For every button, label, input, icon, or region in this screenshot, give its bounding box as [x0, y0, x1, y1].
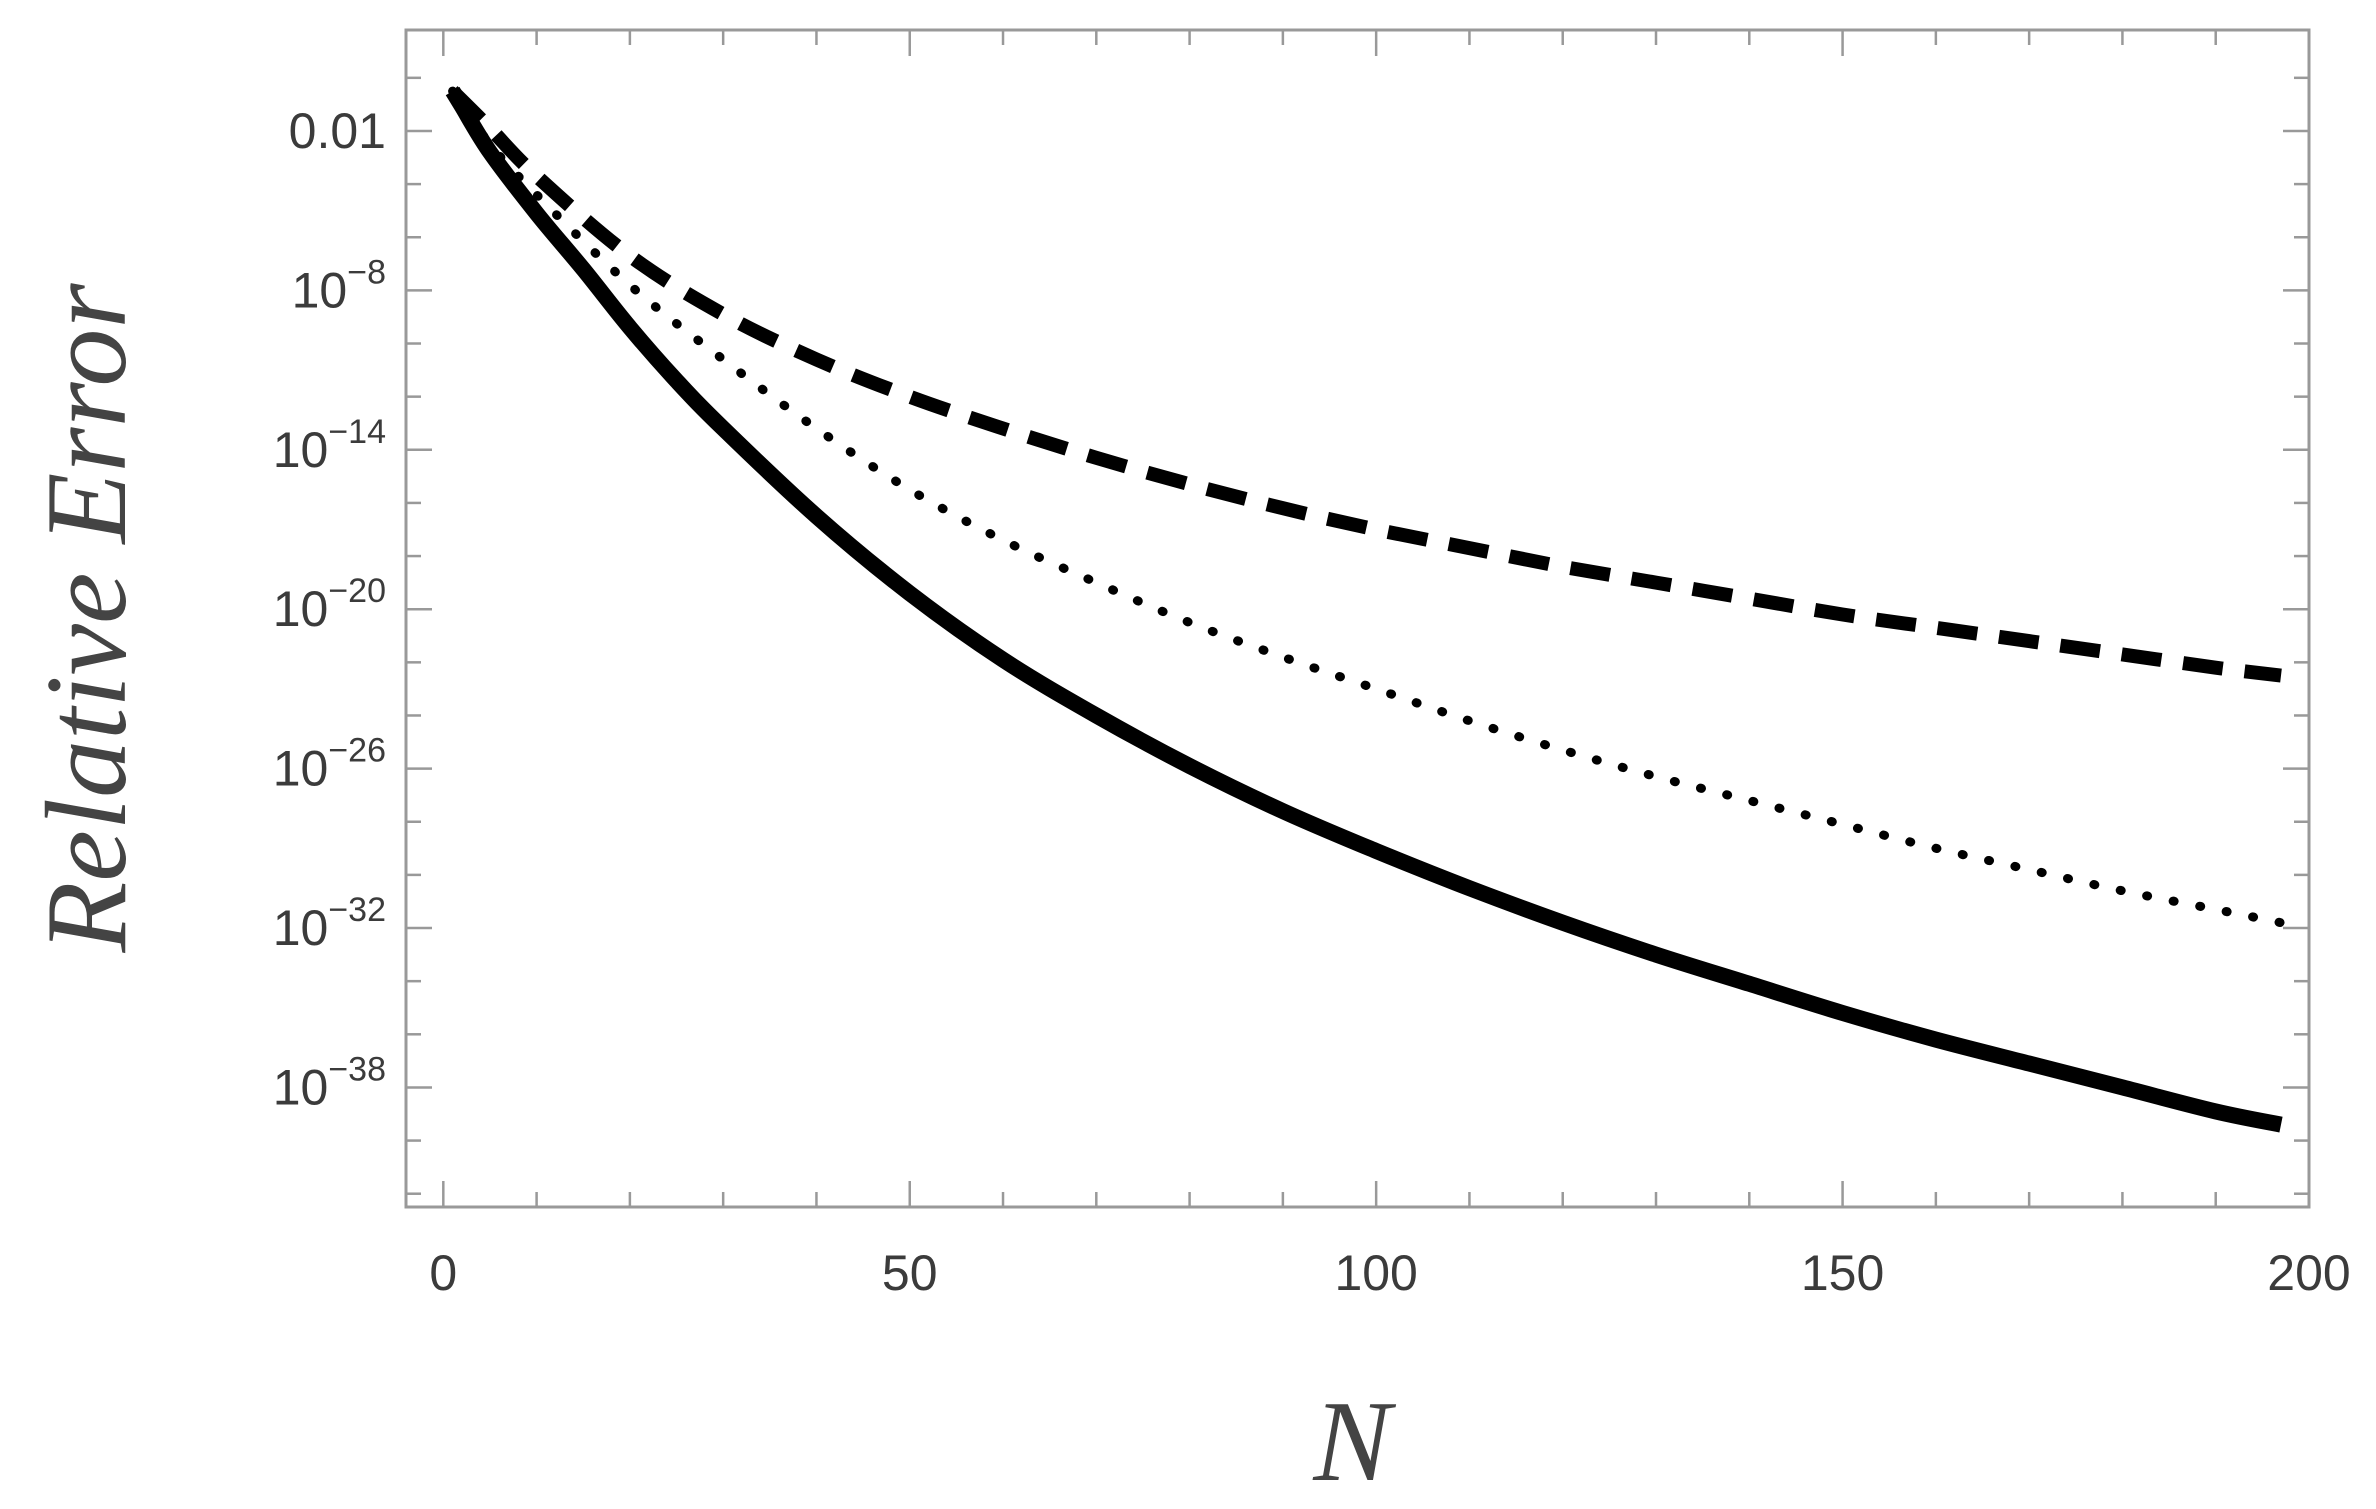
- y-tick-label: 10−14: [273, 413, 386, 478]
- series-line-dotted: [448, 86, 2286, 928]
- tick-marks: [406, 30, 2311, 1207]
- x-tick-label: 0: [429, 1245, 457, 1301]
- y-tick-label: 10−38: [273, 1050, 386, 1115]
- series-line-dashed: [447, 86, 2282, 683]
- tick-labels: 0 50 100 150 200 0.01 10−8 10−14 10−20 10−26 10−32…: [273, 103, 2351, 1301]
- y-tick-label: 10−26: [273, 732, 386, 797]
- y-tick-label: 10−20: [273, 572, 386, 637]
- y-tick-label: 10−32: [273, 891, 386, 956]
- y-tick-label: 0.01: [289, 103, 386, 159]
- x-axis-title: N: [1312, 1378, 1396, 1506]
- x-tick-label: 100: [1334, 1245, 1417, 1301]
- x-tick-label: 150: [1801, 1245, 1884, 1301]
- y-tick-label: 10−8: [292, 253, 386, 318]
- y-axis-title: Relative Error: [23, 283, 151, 954]
- series-layer: [445, 86, 2286, 1133]
- series-line-solid: [445, 86, 2283, 1133]
- x-tick-label: 200: [2267, 1245, 2350, 1301]
- x-tick-label: 50: [882, 1245, 938, 1301]
- plot-frame: [404, 28, 2311, 1209]
